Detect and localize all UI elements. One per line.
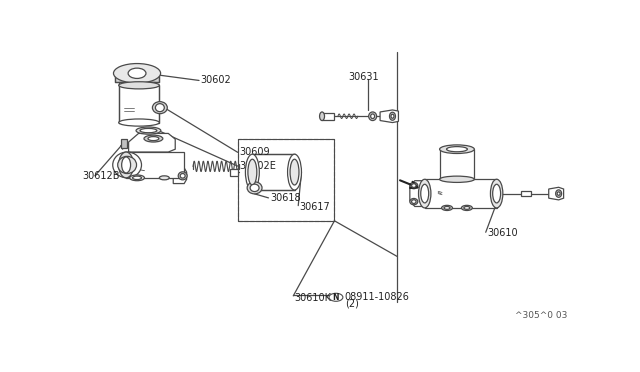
Ellipse shape [490,179,503,208]
Ellipse shape [118,119,159,126]
Ellipse shape [113,64,161,83]
Text: 30631: 30631 [348,72,379,82]
Ellipse shape [178,172,187,180]
Ellipse shape [113,152,141,178]
Ellipse shape [290,159,299,185]
Bar [237,139,335,221]
Ellipse shape [247,182,262,194]
Text: ^305^0 03: ^305^0 03 [515,311,568,320]
Circle shape [128,68,146,78]
Ellipse shape [447,147,467,152]
Text: 30602E: 30602E [239,161,276,171]
Bar [322,113,334,120]
Text: 30610: 30610 [487,228,518,238]
Ellipse shape [410,182,418,189]
Ellipse shape [140,128,157,133]
Text: 30602: 30602 [200,76,231,86]
Ellipse shape [444,206,450,209]
Ellipse shape [461,205,472,211]
Ellipse shape [442,205,452,211]
Polygon shape [410,181,425,206]
Ellipse shape [369,112,376,121]
Ellipse shape [180,173,185,178]
Ellipse shape [132,176,141,180]
Bar [118,82,156,85]
Ellipse shape [118,156,136,173]
Bar [118,85,159,122]
Ellipse shape [250,184,259,192]
Ellipse shape [440,176,474,182]
Ellipse shape [144,135,163,142]
Ellipse shape [129,175,145,181]
Bar [121,139,127,148]
Ellipse shape [556,190,562,197]
Text: (2): (2) [345,299,359,309]
Polygon shape [548,187,564,200]
Ellipse shape [248,159,257,185]
Ellipse shape [557,192,560,195]
Text: 30617: 30617 [300,202,330,212]
Ellipse shape [420,184,429,203]
Text: 30610K: 30610K [295,293,332,303]
Bar [440,149,474,179]
Ellipse shape [122,157,131,173]
Ellipse shape [118,82,159,89]
Bar [237,139,335,221]
Polygon shape [129,134,175,152]
Ellipse shape [440,145,474,154]
Ellipse shape [118,152,134,178]
Ellipse shape [152,102,167,114]
Ellipse shape [156,104,164,112]
Ellipse shape [464,206,470,209]
Ellipse shape [390,112,396,120]
Ellipse shape [245,154,259,190]
Ellipse shape [287,154,301,190]
Ellipse shape [136,127,161,134]
Ellipse shape [410,198,418,205]
Ellipse shape [319,112,324,121]
Circle shape [329,293,343,301]
Ellipse shape [493,184,500,203]
Bar [230,169,239,176]
Ellipse shape [412,200,416,203]
Text: 30618: 30618 [270,193,301,203]
Ellipse shape [371,114,374,119]
Text: 30609: 30609 [239,147,270,157]
Text: N: N [333,293,339,302]
Text: 30612B: 30612B [83,171,120,181]
Ellipse shape [419,179,431,208]
Bar [522,191,531,196]
Bar [425,179,497,208]
Bar [115,76,159,83]
Ellipse shape [159,176,169,180]
Bar [126,152,184,178]
Ellipse shape [391,114,394,118]
Polygon shape [173,168,187,183]
Ellipse shape [412,184,416,187]
Ellipse shape [148,137,159,141]
Polygon shape [380,110,399,122]
Bar [252,154,294,190]
Text: 08911-10826: 08911-10826 [345,292,410,302]
